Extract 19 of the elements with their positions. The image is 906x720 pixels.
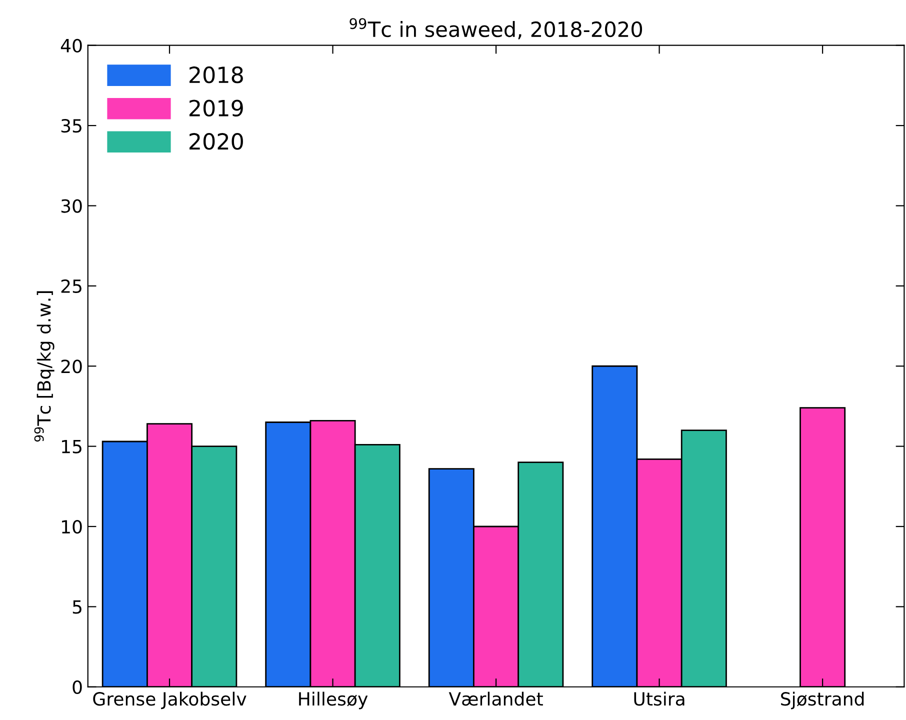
- legend-label: 2018: [190, 66, 243, 84]
- legend-label: 2019: [190, 100, 243, 117]
- y-tick-label: 0: [72, 680, 82, 694]
- y-tick-label: 10: [62, 520, 82, 534]
- y-tick-label: 20: [61, 360, 82, 374]
- y-tick-label: 15: [62, 440, 82, 454]
- x-tick-label: Værlandet: [448, 692, 543, 706]
- x-tick-label: Utsira: [634, 692, 684, 706]
- x-tick-label: Grense Jakobselv: [93, 692, 246, 710]
- legend-label: 2020: [190, 133, 243, 150]
- x-tick-label: Sjøstrand: [781, 692, 864, 710]
- y-axis-title: $^{99}$Tc [Bq/kg d.w.]: [34, 291, 54, 442]
- x-tick-label: Hillesøy: [299, 692, 368, 710]
- y-tick-label: 25: [61, 279, 82, 294]
- y-tick-label: 40: [60, 38, 82, 52]
- y-tick-label: 35: [61, 119, 82, 133]
- chart-title: $^{99}$Tc in seaweed, 2018-2020: [350, 18, 642, 40]
- y-tick-label: 30: [61, 199, 82, 213]
- y-tick-label: 5: [72, 600, 82, 614]
